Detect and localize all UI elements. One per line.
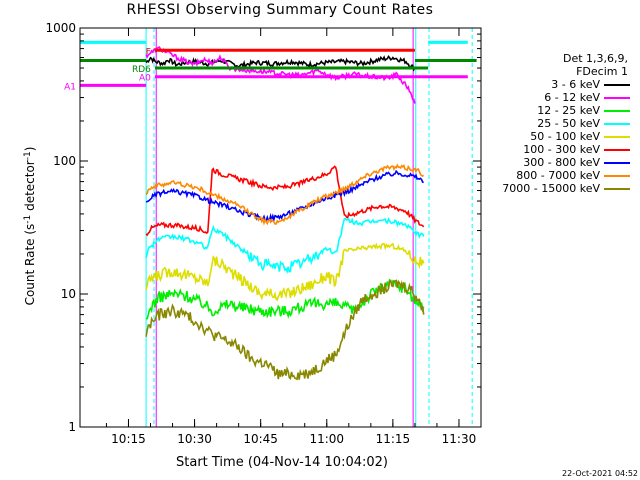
y-axis-label-exponent-1: -1	[23, 215, 33, 224]
state-label-2: A0	[139, 74, 151, 84]
chart-title: RHESSI Observing Summary Count Rates	[126, 2, 434, 18]
x-tick-label-2: 10:45	[243, 432, 278, 446]
series-line-6	[145, 169, 424, 223]
legend-entry-8: 7000 - 15000 keV	[484, 182, 634, 195]
legend-entry-5: 100 - 300 keV	[484, 143, 634, 156]
legend-label: 800 - 7000 keV	[516, 169, 600, 182]
legend-label: 100 - 300 keV	[523, 143, 600, 156]
x-tick-label-0: 10:15	[111, 432, 146, 446]
legend-swatch	[604, 97, 630, 99]
legend-label: 3 - 6 keV	[551, 78, 600, 91]
x-tick-label-4: 11:15	[376, 432, 411, 446]
series-line-8	[145, 279, 425, 381]
legend-swatch	[604, 84, 630, 86]
legend-label: 25 - 50 keV	[537, 117, 600, 130]
legend-label: 6 - 12 keV	[544, 91, 600, 104]
x-tick-label-1: 10:30	[177, 432, 212, 446]
legend-entry-0: 3 - 6 keV	[484, 78, 634, 91]
legend-label: 300 - 800 keV	[523, 156, 600, 169]
legend-entry-4: 50 - 100 keV	[484, 130, 634, 143]
legend-label: 12 - 25 keV	[537, 104, 600, 117]
x-axis-label: Start Time (04-Nov-14 10:04:02)	[176, 455, 388, 470]
state-label-0: F	[146, 47, 151, 57]
axes-group: 10:15 10:30 10:45 11:00 11:15 11:30 1 10 100 1000	[45, 21, 481, 446]
legend-entry-3: 25 - 50 keV	[484, 117, 634, 130]
vertical-markers-group	[79, 28, 473, 427]
y-axis-label: Count Rate (s-1 detector-1)	[23, 147, 37, 306]
legend-entry-1: 6 - 12 keV	[484, 91, 634, 104]
series-line-7	[145, 163, 425, 226]
y-tick-label-0: 1	[68, 420, 76, 434]
series-line-5	[145, 165, 425, 237]
legend-swatch	[604, 110, 630, 112]
series-line-4	[145, 242, 425, 302]
legend-swatch	[604, 149, 630, 151]
legend-entry-7: 800 - 7000 keV	[484, 169, 634, 182]
legend-entry-2: 12 - 25 keV	[484, 104, 634, 117]
state-label-1: RD6	[132, 65, 151, 75]
legend-entries: 3 - 6 keV 6 - 12 keV 12 - 25 keV 25 - 50 ke…	[484, 78, 634, 195]
legend-swatch	[604, 188, 630, 190]
plot-frame	[79, 27, 482, 428]
x-tick-label-3: 11:00	[309, 432, 344, 446]
state-label-3: A1	[64, 82, 76, 92]
y-tick-label-2: 100	[53, 154, 76, 168]
legend-label: 7000 - 15000 keV	[502, 182, 600, 195]
legend-swatch	[604, 123, 630, 125]
x-tick-label-5: 11:30	[442, 432, 477, 446]
legend-header-line-1: Det 1,3,6,9,	[562, 52, 628, 65]
y-axis-label-exponent-2: -1	[23, 151, 33, 160]
legend-swatch	[604, 162, 630, 164]
legend: Det 1,3,6,9, FDecim 1 3 - 6 keV 6 - 12 ke…	[484, 52, 634, 195]
series-lines-group	[145, 46, 425, 381]
legend-swatch	[604, 136, 630, 138]
legend-header-line-2: FDecim 1	[576, 65, 628, 78]
y-tick-label-1: 10	[61, 287, 76, 301]
y-tick-label-3: 1000	[45, 21, 76, 35]
generation-timestamp: 22-Oct-2021 04:52	[562, 469, 638, 478]
series-line-3	[145, 217, 425, 275]
legend-label: 50 - 100 keV	[530, 130, 600, 143]
legend-swatch	[604, 175, 630, 177]
legend-entry-6: 300 - 800 keV	[484, 156, 634, 169]
